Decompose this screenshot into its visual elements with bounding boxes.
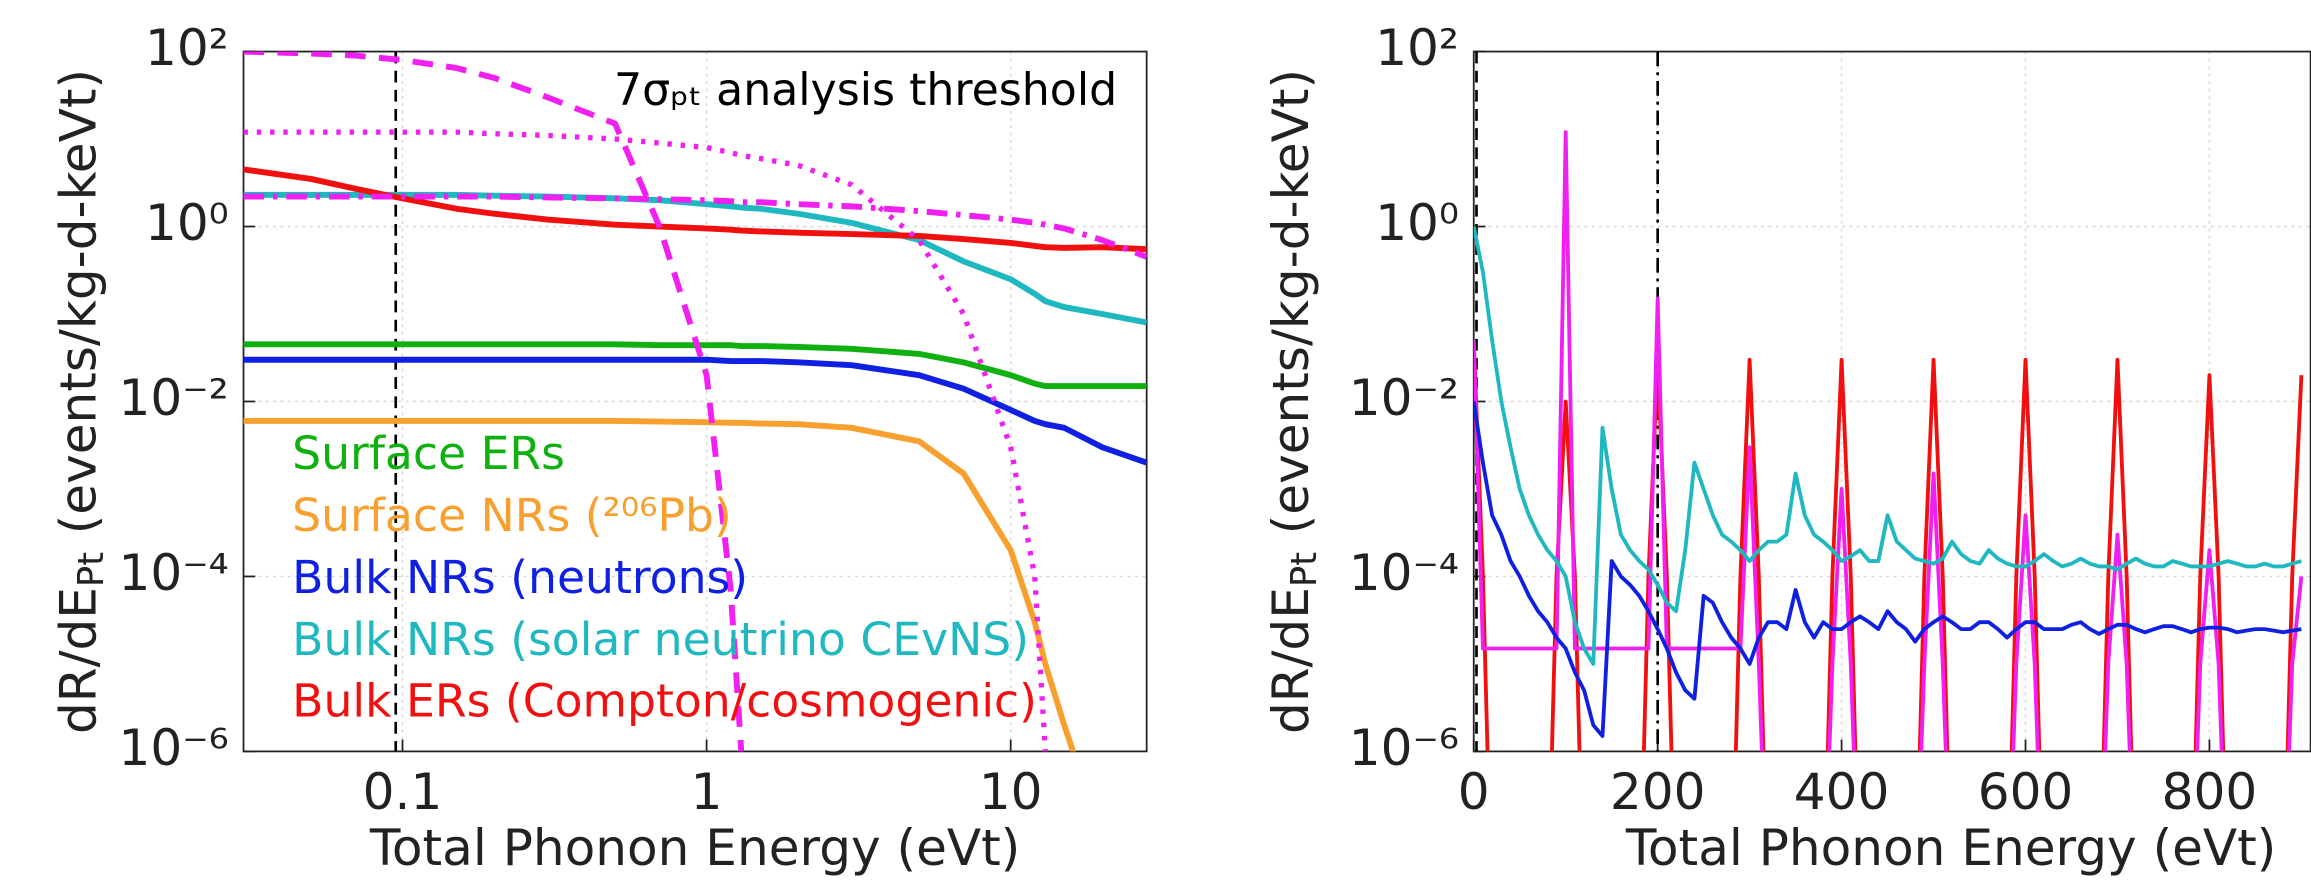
y-tick-label: 10²: [1375, 19, 1459, 77]
y-axis-label-sub: Pt: [71, 552, 112, 587]
y-tick-label: 10⁻⁴: [119, 544, 229, 602]
x-tick-label: 800: [2162, 763, 2258, 821]
series-line: [243, 129, 1048, 752]
x-tick-label: 1: [691, 763, 723, 821]
y-tick-label: 10⁻²: [1349, 369, 1459, 427]
y-axis-label: dR/dEPt (events/kg-d-keVt): [49, 69, 112, 734]
plot-area: [1473, 51, 2304, 752]
series-line: [1473, 130, 2304, 752]
y-axis-label: dR/dEPt (events/kg-d-keVt): [1261, 69, 1324, 734]
y-axis-label-units: (events/kg-d-keVt): [1261, 69, 1319, 534]
y-tick-label: 10⁻²: [119, 369, 229, 427]
legend-entry: Bulk ERs (Compton/cosmogenic): [292, 675, 1037, 728]
series-line: [243, 417, 1077, 752]
y-tick-label: 10⁰: [1375, 194, 1459, 252]
x-axis-label: Total Phonon Energy (eVt): [1625, 819, 2277, 877]
x-tick-label: 400: [1794, 763, 1890, 821]
series-line: [1473, 226, 2302, 666]
series-line: [243, 191, 1147, 326]
x-tick-label: 10: [979, 763, 1043, 821]
x-tick-label: 0.1: [363, 763, 443, 821]
y-axis-label-main: dR/dE: [1261, 587, 1319, 734]
x-axis-label: Total Phonon Energy (eVt): [369, 819, 1021, 877]
series-line: [243, 51, 745, 752]
series-line: [243, 356, 1147, 466]
x-tick-label: 0: [1458, 763, 1490, 821]
y-axis-label-sub: Pt: [1284, 552, 1325, 587]
series-line: [243, 166, 1147, 253]
plot-area: [243, 51, 1147, 752]
x-tick-label: 600: [1978, 763, 2074, 821]
legend-entry: Surface ERs: [292, 427, 565, 480]
y-tick-label: 10⁻⁴: [1349, 544, 1459, 602]
y-axis-label-units: (events/kg-d-keVt): [49, 69, 107, 534]
y-axis-label-main: dR/dE: [49, 587, 107, 734]
y-tick-label: 10⁻⁶: [119, 719, 229, 777]
annotation: 7σₚₜ analysis threshold: [614, 65, 1117, 116]
legend-entry: Surface NRs (²⁰⁶Pb): [292, 489, 732, 542]
legend-entry: Bulk NRs (neutrons): [292, 551, 748, 604]
y-tick-label: 10²: [145, 19, 229, 77]
x-tick-label: 200: [1610, 763, 1706, 821]
series-line: [243, 341, 1147, 390]
plot-frame: [242, 50, 1148, 753]
y-tick-label: 10⁰: [145, 194, 229, 252]
series-line: [1473, 401, 2302, 738]
legend-entry: Bulk NRs (solar neutrino CEvNS): [292, 613, 1029, 666]
y-tick-label: 10⁻⁶: [1349, 719, 1459, 777]
